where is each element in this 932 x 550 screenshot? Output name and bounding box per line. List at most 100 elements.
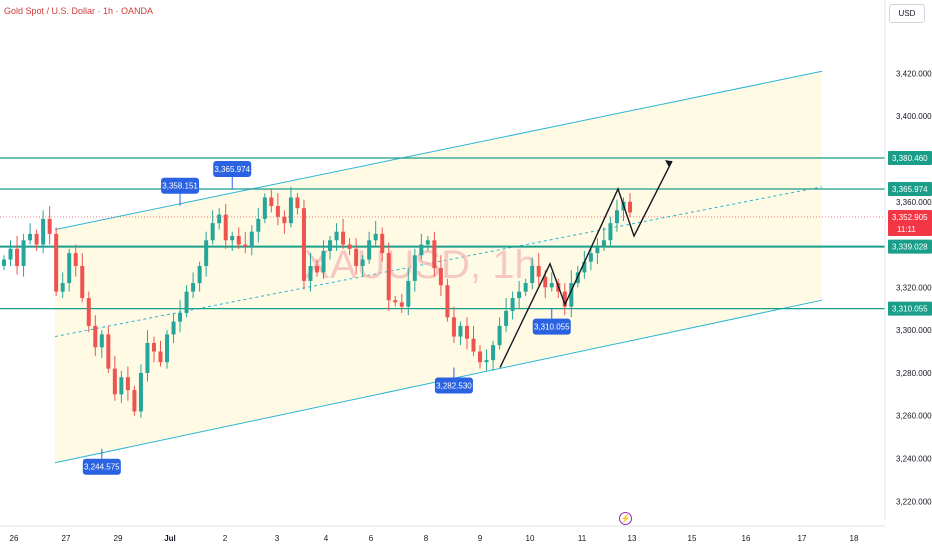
candle [380, 233, 385, 254]
price-callout-label: 3,244.575 [84, 463, 120, 472]
candle [112, 368, 117, 395]
y-tick-label: 3,420.000 [896, 69, 932, 78]
candle [269, 197, 274, 207]
candle [543, 276, 548, 288]
price-callout[interactable] [82, 458, 121, 475]
y-tick-label: 3,320.000 [896, 283, 932, 292]
candle [132, 390, 137, 412]
candle [393, 300, 398, 303]
candle [360, 259, 365, 266]
candle [236, 236, 241, 245]
candle [523, 283, 528, 292]
x-tick-label: 11 [578, 534, 587, 543]
candle [21, 240, 26, 266]
candle [510, 298, 515, 311]
candle [504, 310, 509, 326]
candle [171, 321, 176, 335]
candle [256, 218, 261, 232]
candle [321, 250, 326, 273]
candle [569, 283, 574, 307]
candle [158, 351, 163, 363]
candle [484, 360, 489, 363]
y-tick-label: 3,260.000 [896, 412, 932, 421]
candle [288, 197, 293, 224]
projection-path[interactable] [499, 160, 673, 368]
candle [275, 206, 280, 217]
price-axis-label[interactable] [888, 239, 932, 254]
currency-button[interactable]: USD [889, 4, 925, 23]
price-axis[interactable] [885, 0, 932, 550]
candle [608, 223, 613, 241]
candle [223, 214, 228, 241]
price-axis-label-text: 3,310.055 [892, 305, 928, 314]
candle [491, 345, 496, 361]
candle [412, 255, 417, 281]
y-tick-label: 3,240.000 [896, 455, 932, 464]
candle [2, 259, 6, 266]
price-axis-label[interactable] [888, 301, 932, 316]
candle [517, 291, 522, 299]
symbol-title: Gold Spot / U.S. Dollar · 1h · OANDA [4, 6, 154, 16]
y-tick-label: 3,220.000 [896, 497, 932, 506]
candle [399, 302, 404, 307]
candle [628, 201, 632, 213]
price-callout-label: 3,282.530 [436, 382, 472, 391]
candle [99, 334, 104, 348]
price-axis-label-text: 3,352.905 [892, 213, 928, 222]
candle [328, 240, 333, 251]
candle [86, 298, 91, 326]
candle [432, 240, 437, 269]
candle [445, 285, 450, 318]
y-tick-label: 3,360.000 [896, 198, 932, 207]
candle [204, 240, 209, 266]
candle [497, 325, 502, 346]
price-axis-label-text: 3,365.974 [892, 185, 928, 194]
candle [41, 218, 46, 245]
price-callout-label: 3,358.151 [162, 182, 198, 191]
candle [373, 233, 378, 241]
candle [210, 223, 215, 241]
candle [295, 197, 300, 209]
x-tick-label: 26 [10, 534, 19, 543]
price-axis-label-text: 3,380.460 [892, 154, 928, 163]
candle [341, 231, 346, 245]
x-tick-label: 17 [798, 534, 807, 543]
y-tick-label: 3,300.000 [896, 326, 932, 335]
candle [582, 261, 587, 273]
x-tick-label: 29 [114, 534, 123, 543]
candle [8, 248, 13, 260]
price-callout[interactable] [434, 377, 473, 394]
candle [230, 236, 235, 241]
candle [191, 283, 196, 292]
candle [67, 253, 72, 284]
price-axis-label[interactable] [888, 209, 932, 236]
price-callout[interactable] [532, 318, 571, 335]
price-callout[interactable] [213, 160, 252, 177]
candle [243, 244, 248, 247]
candle [80, 265, 85, 299]
price-callout-label: 3,365.974 [214, 165, 250, 174]
price-axis-label[interactable] [888, 150, 932, 165]
candle [151, 342, 156, 352]
price-axis-label[interactable] [888, 181, 932, 196]
candle [106, 334, 111, 369]
channel-upper-line[interactable] [54, 70, 823, 231]
candle [530, 265, 535, 284]
candle [197, 265, 202, 284]
candle [464, 325, 469, 339]
countdown-label: 11:11 [897, 225, 916, 234]
x-tick-label: 2 [223, 534, 228, 543]
lightning-icon[interactable]: ⚡ [619, 512, 632, 525]
channel-middle-line[interactable] [54, 186, 823, 338]
candle [249, 231, 254, 247]
candle [217, 214, 222, 224]
candle [125, 377, 130, 391]
candle [184, 291, 189, 314]
price-callout[interactable] [161, 177, 200, 194]
candle [438, 268, 443, 286]
x-tick-label: Jul [164, 534, 176, 543]
arrow-head-icon [665, 160, 672, 168]
x-tick-label: 27 [62, 534, 71, 543]
candle [471, 338, 476, 352]
